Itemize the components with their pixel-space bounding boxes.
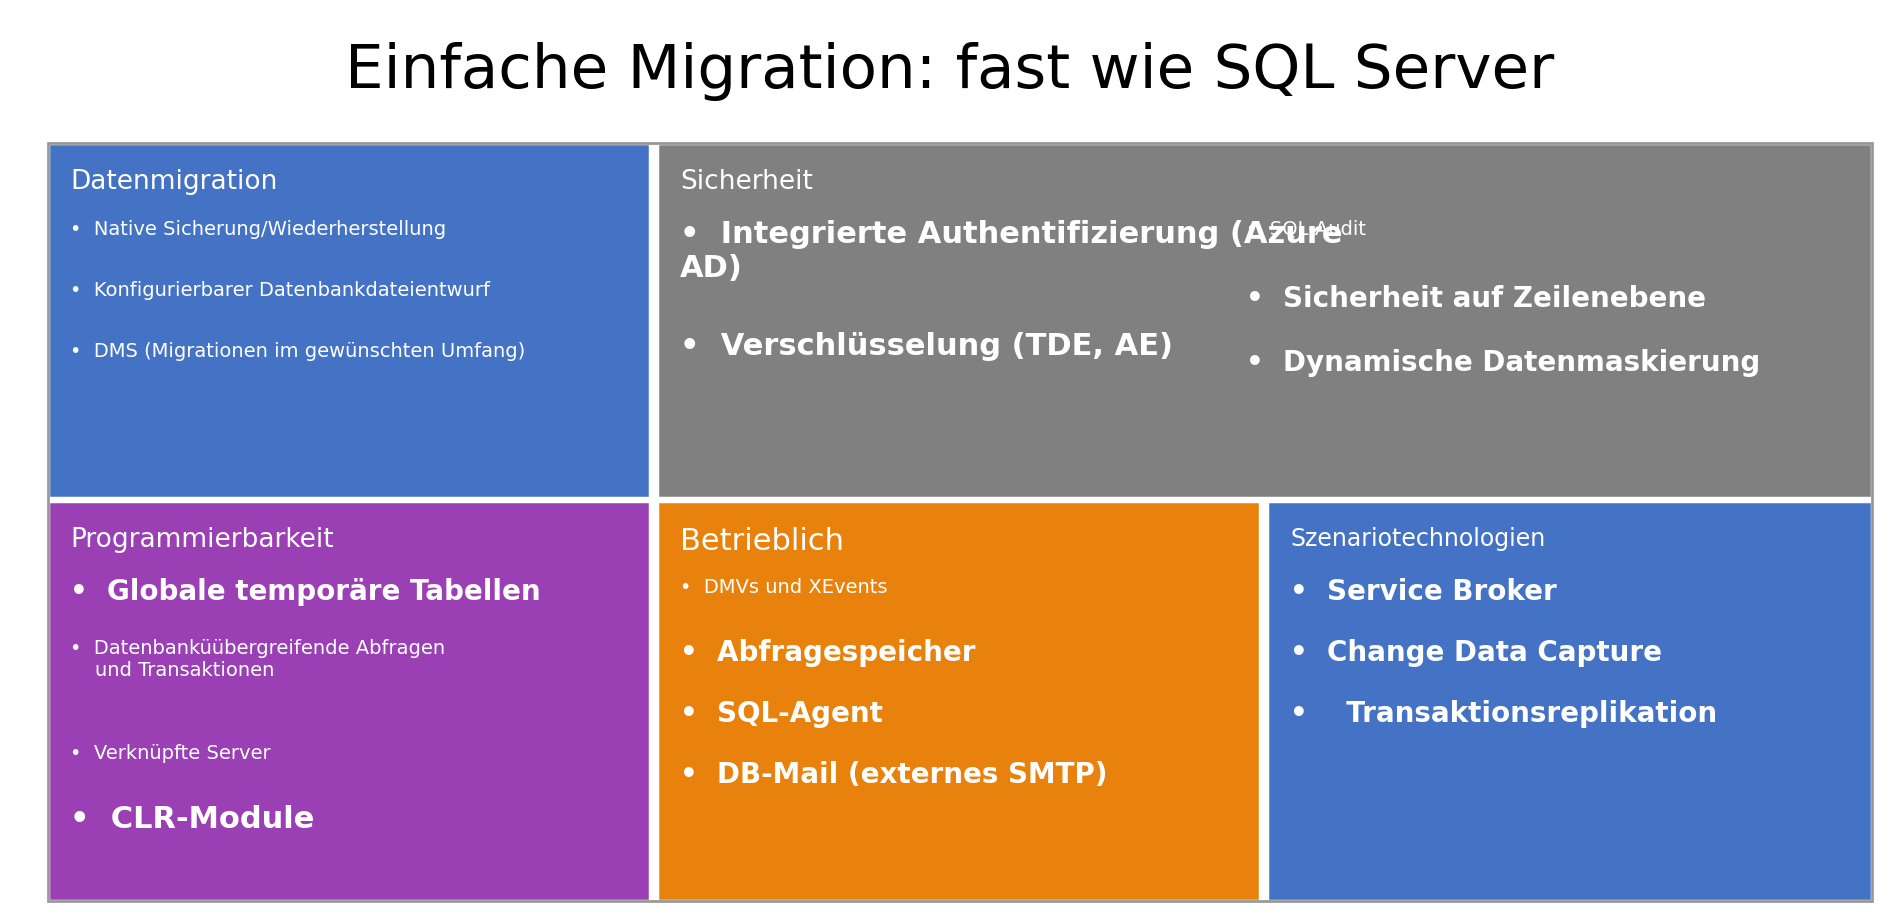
Bar — [657, 143, 1872, 498]
Text: Sicherheit: Sicherheit — [680, 169, 813, 195]
Bar — [657, 502, 1260, 901]
Bar — [1267, 502, 1872, 901]
Text: •  Dynamische Datenmaskierung: • Dynamische Datenmaskierung — [1246, 349, 1761, 377]
Text: •  Datenbanküübergreifende Abfragen
    und Transaktionen: • Datenbanküübergreifende Abfragen und T… — [70, 639, 445, 680]
Text: •    Transaktionsreplikation: • Transaktionsreplikation — [1290, 700, 1718, 728]
Text: •  Globale temporäre Tabellen: • Globale temporäre Tabellen — [70, 578, 541, 606]
Text: •  Sicherheit auf Zeilenebene: • Sicherheit auf Zeilenebene — [1246, 285, 1706, 312]
Text: •  DMS (Migrationen im gewünschten Umfang): • DMS (Migrationen im gewünschten Umfang… — [70, 342, 526, 361]
Text: •  Verknüpfte Server: • Verknüpfte Server — [70, 745, 272, 763]
Bar — [48, 502, 650, 901]
Text: •  Abfragespeicher: • Abfragespeicher — [680, 639, 977, 667]
Text: •  Service Broker: • Service Broker — [1290, 578, 1556, 606]
Bar — [48, 143, 1872, 901]
Text: Szenariotechnologien: Szenariotechnologien — [1290, 528, 1545, 551]
Text: Einfache Migration: fast wie SQL Server: Einfache Migration: fast wie SQL Server — [346, 42, 1554, 101]
Text: •  Native Sicherung/Wiederherstellung: • Native Sicherung/Wiederherstellung — [70, 220, 446, 239]
Text: •  Konfigurierbarer Datenbankdateientwurf: • Konfigurierbarer Datenbankdateientwurf — [70, 281, 490, 300]
Text: •  CLR-Module: • CLR-Module — [70, 806, 315, 834]
Text: •  Verschlüsselung (TDE, AE): • Verschlüsselung (TDE, AE) — [680, 332, 1172, 360]
Text: Betrieblich: Betrieblich — [680, 528, 844, 556]
Text: Programmierbarkeit: Programmierbarkeit — [70, 528, 334, 553]
Text: •  SQL-Audit: • SQL-Audit — [1246, 220, 1366, 239]
Text: Datenmigration: Datenmigration — [70, 169, 277, 195]
Text: •  Change Data Capture: • Change Data Capture — [1290, 639, 1662, 667]
Bar — [48, 143, 650, 498]
Text: •  DB-Mail (externes SMTP): • DB-Mail (externes SMTP) — [680, 761, 1108, 789]
Text: •  SQL-Agent: • SQL-Agent — [680, 700, 884, 728]
Text: •  DMVs und XEvents: • DMVs und XEvents — [680, 578, 887, 597]
Text: •  Integrierte Authentifizierung (Azure
AD): • Integrierte Authentifizierung (Azure A… — [680, 220, 1343, 283]
